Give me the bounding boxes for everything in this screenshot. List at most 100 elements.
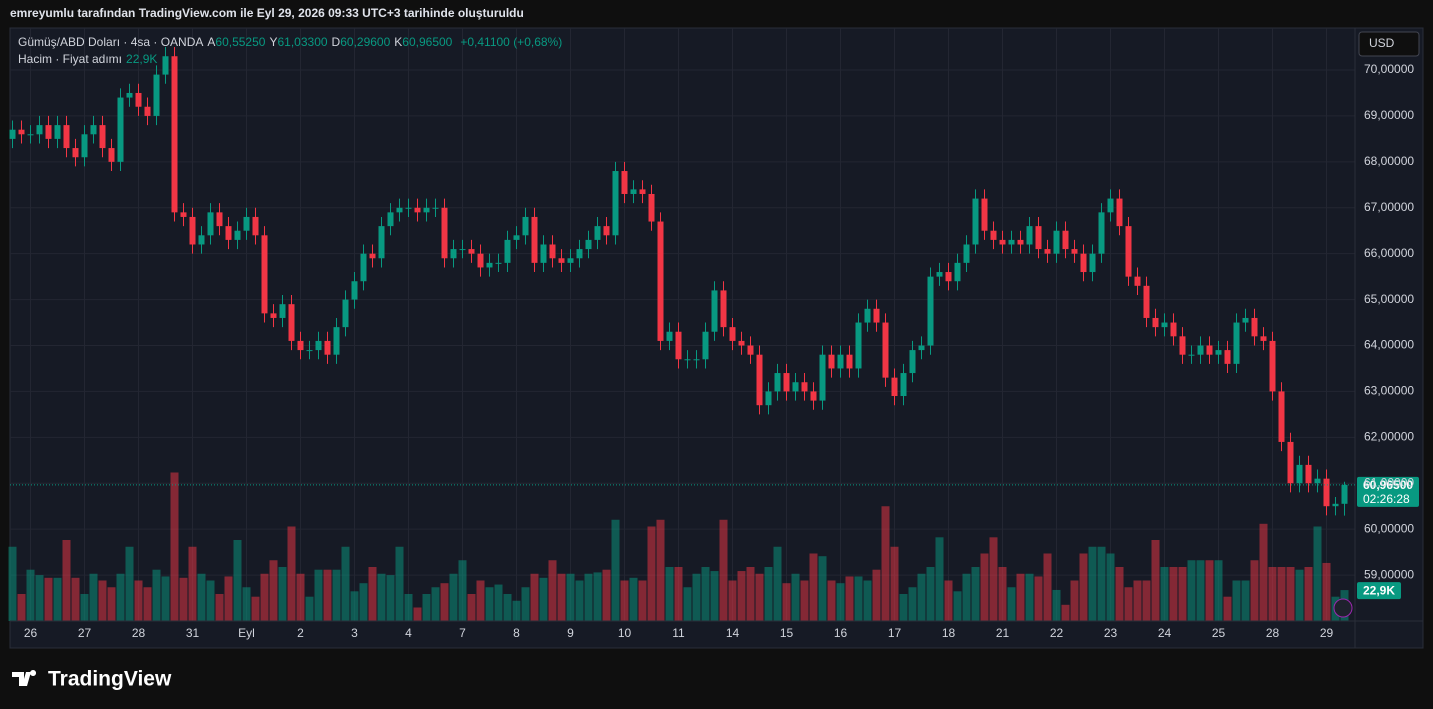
volume-bar — [764, 567, 773, 621]
volume-bar — [341, 546, 350, 621]
volume-title: Hacim · Fiyat adımı — [18, 52, 123, 66]
candle-body — [981, 198, 988, 231]
candle-body — [396, 207, 403, 213]
ohlc-key: A — [207, 35, 216, 49]
candle-body — [288, 304, 295, 341]
volume-legend: Hacim · Fiyat adımı 22,9K — [18, 51, 566, 68]
volume-bar — [242, 587, 251, 621]
candle-body — [558, 258, 565, 263]
volume-bar — [854, 576, 863, 621]
volume-bar — [800, 580, 809, 621]
volume-bar — [1115, 567, 1124, 621]
candle-body — [468, 249, 475, 254]
volume-bar — [485, 587, 494, 621]
candle-body — [1053, 230, 1060, 254]
volume-bar — [962, 573, 971, 621]
ohlc-key: Y — [269, 35, 278, 49]
candle-body — [306, 350, 313, 352]
logo: TradingView — [12, 668, 172, 691]
candle-body — [1197, 345, 1204, 355]
volume-bar — [134, 580, 143, 621]
candle-body — [567, 258, 574, 263]
candle-body — [837, 354, 844, 369]
candle-body — [243, 216, 250, 231]
volume-bar — [899, 594, 908, 621]
candle-body — [1008, 239, 1015, 245]
candle-body — [1080, 253, 1087, 273]
volume-bar — [674, 567, 683, 621]
y-tick-label: 67,00000 — [1364, 200, 1414, 214]
volume-bar — [233, 540, 242, 621]
candle-body — [486, 262, 493, 268]
volume-bar — [548, 560, 557, 621]
currency[interactable]: USD — [1369, 36, 1395, 50]
x-tick-label: Eyl — [238, 626, 255, 640]
volume-bar — [215, 594, 224, 621]
ohlc-item: A60,55250 — [207, 35, 265, 49]
change: +0,41100 (+0,68%) — [460, 35, 563, 49]
ohlc-value: 60,29600 — [340, 35, 391, 49]
legend: Gümüş/ABD Doları · 4sa · OANDA A60,55250 Y… — [18, 34, 566, 68]
x-tick-label: 21 — [996, 626, 1010, 640]
volume-bar — [638, 580, 647, 621]
volume-bar — [791, 573, 800, 621]
volume-bar — [251, 596, 260, 621]
candle-body — [792, 382, 799, 392]
volume-bar — [728, 580, 737, 621]
x-tick-label: 18 — [942, 626, 956, 640]
volume-bar — [818, 556, 827, 621]
volume-bar — [1034, 576, 1043, 621]
candle-body — [1161, 322, 1168, 328]
volume-bar — [458, 560, 467, 621]
candle-body — [666, 331, 673, 341]
candle-body — [252, 216, 259, 236]
candle-body — [630, 189, 637, 194]
volume-bar — [1124, 587, 1133, 621]
candle-body — [909, 350, 916, 374]
y-tick-label: 63,00000 — [1364, 384, 1414, 398]
x-tick-label: 25 — [1212, 626, 1226, 640]
x-tick-label: 16 — [834, 626, 848, 640]
volume-bar — [1025, 573, 1034, 621]
ohlc-value: 60,96500 — [402, 35, 453, 49]
candle-body — [117, 97, 124, 162]
candle-body — [450, 249, 457, 259]
volume-bar — [1313, 526, 1322, 621]
candle-body — [189, 216, 196, 245]
candle-body — [81, 134, 88, 158]
volume-bar — [98, 580, 107, 621]
candle-body — [864, 308, 871, 323]
candle-body — [891, 377, 898, 397]
candle-body — [198, 235, 205, 245]
volume-bar — [1295, 569, 1304, 621]
candle-body — [603, 226, 610, 236]
y-tick-label: 69,00000 — [1364, 108, 1414, 122]
candle-body — [639, 189, 646, 194]
volume-bar — [422, 594, 431, 621]
volume-bar — [575, 580, 584, 621]
candle-body — [810, 391, 817, 401]
candle-body — [1224, 350, 1231, 364]
volume-bar — [503, 594, 512, 621]
volume-bar — [170, 472, 179, 621]
candle-body — [126, 92, 133, 98]
candle-body — [819, 354, 826, 401]
y-tick-label: 61,00000 — [1364, 475, 1414, 489]
x-tick-label: 24 — [1158, 626, 1172, 640]
x-tick-label: 31 — [186, 626, 200, 640]
logo-icon — [12, 670, 37, 686]
volume-bar — [809, 553, 818, 621]
candle-body — [18, 129, 25, 135]
volume-bar — [53, 577, 62, 621]
candle-body — [1287, 441, 1294, 484]
candle-body — [162, 56, 169, 75]
volume-bar — [1268, 567, 1277, 621]
volume-bar — [539, 577, 548, 621]
volume-bar — [530, 573, 539, 621]
currency-button[interactable] — [1358, 31, 1420, 57]
volume-tag-label: 22,9K — [1363, 583, 1395, 597]
candle-body — [1116, 198, 1123, 227]
candle-body — [774, 373, 781, 392]
candle-body — [1071, 249, 1078, 254]
volume-bar — [755, 573, 764, 621]
